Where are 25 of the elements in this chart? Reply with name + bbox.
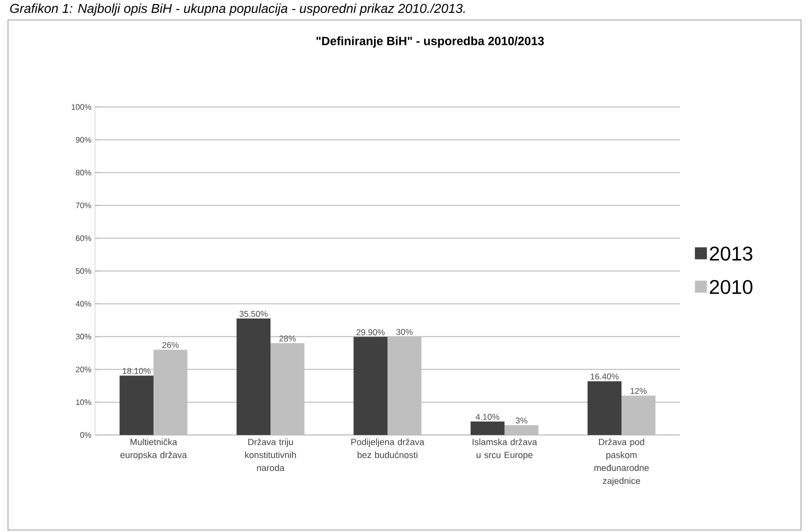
data-label: 16.40%: [590, 374, 619, 380]
legend-label: 2010: [710, 280, 752, 294]
x-tick-label: Država pod paskom međunarodne zajednice: [594, 438, 649, 486]
data-label: 3%: [516, 417, 528, 424]
legend-label: 2013: [710, 246, 752, 261]
data-label: 28%: [279, 335, 296, 342]
data-label: 30%: [396, 328, 413, 335]
data-label: 4.10%: [476, 414, 500, 420]
data-label: 35.50%: [240, 310, 268, 317]
bar: [588, 381, 622, 435]
x-tick-label: Podijeljena država bez budućnosti: [351, 438, 424, 458]
data-label: 29.90%: [356, 329, 385, 336]
data-label: 26%: [162, 342, 179, 348]
bar: [120, 376, 154, 435]
x-tick-label: Islamska država u srcu Europe: [472, 438, 538, 460]
bar: [354, 336, 388, 435]
bar: [504, 425, 538, 435]
x-tick-label: Država triju konstitutivnih naroda: [245, 438, 296, 472]
x-tick-label: Multietnička europska država: [120, 438, 187, 460]
text: Grafikon 1: Najbolji opis BiH - ukupna populacija - usporedni prikaz 2010./2013.: [10, 4, 465, 16]
bar: [236, 318, 270, 435]
data-label: 12%: [630, 388, 647, 394]
chart-title: "Definiranje BiH" - usporedba 2010/2013: [316, 36, 544, 48]
bar: [470, 422, 504, 435]
data-label: 18.10%: [122, 368, 151, 374]
